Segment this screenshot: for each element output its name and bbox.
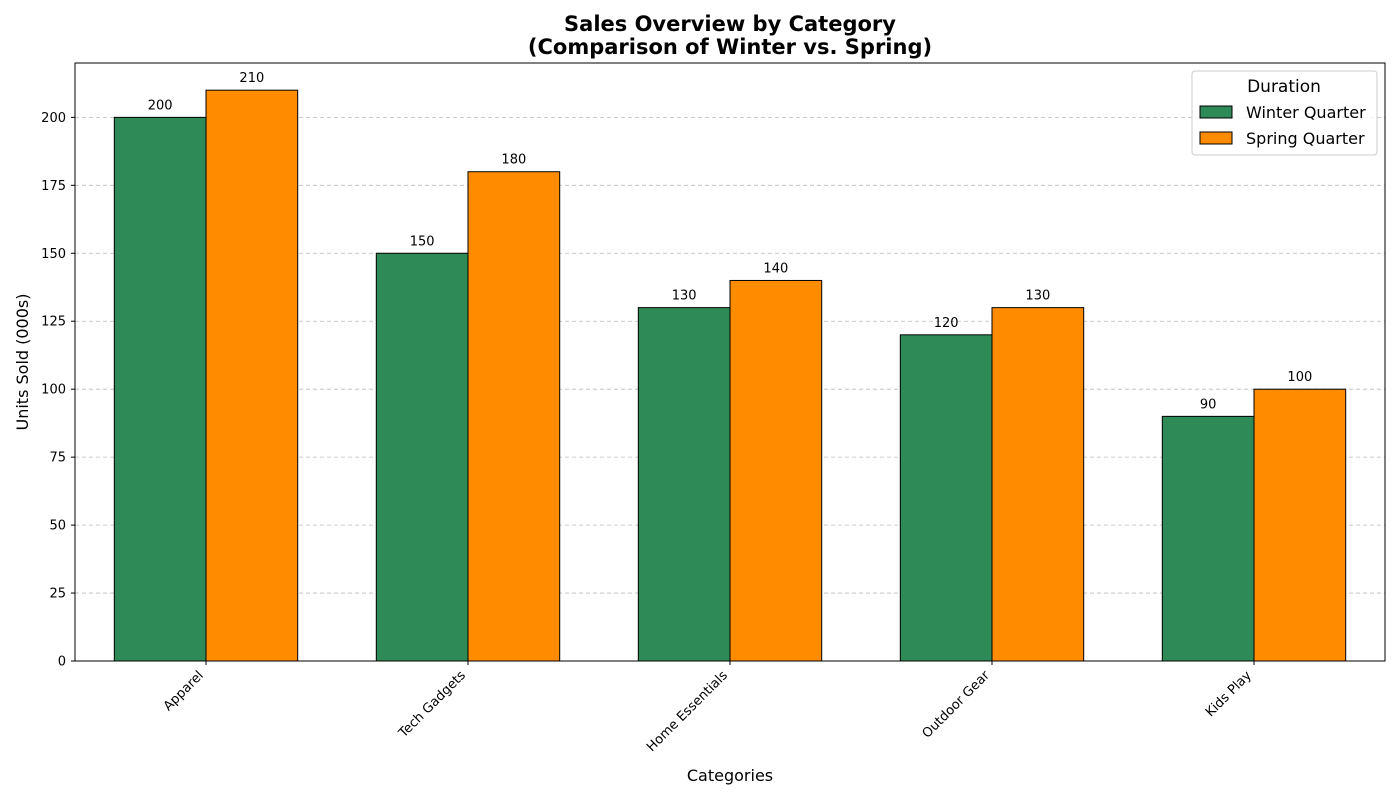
x-axis: Apparel Tech Gadgets Home Essentials Outdoo… xyxy=(161,661,1255,755)
bar-spring-apparel xyxy=(205,89,299,662)
bar-spring-home-essentials xyxy=(729,279,823,662)
x-tick-label: Apparel xyxy=(161,668,207,714)
y-tick-label: 175 xyxy=(41,179,66,194)
legend-swatch-spring xyxy=(1199,131,1233,145)
data-label: 140 xyxy=(763,261,788,276)
y-tick-label: 0 xyxy=(58,655,66,670)
data-labels-layer: 200 210 150 180 130 140 120 130 90 100 xyxy=(148,71,1313,412)
data-label: 200 xyxy=(148,98,173,113)
bar-winter-home-essentials xyxy=(637,307,731,662)
x-tick-label: Outdoor Gear xyxy=(920,668,994,742)
x-tick-label: Kids Play xyxy=(1203,668,1255,720)
x-tick-label: Home Essentials xyxy=(644,668,731,755)
data-label: 100 xyxy=(1287,370,1312,385)
bar-winter-apparel xyxy=(113,116,207,662)
y-axis: 0 25 50 75 100 125 150 175 200 xyxy=(41,111,75,670)
legend-swatch-winter xyxy=(1199,105,1233,119)
bar-spring-tech-gadgets xyxy=(467,171,561,662)
y-tick-label: 150 xyxy=(41,247,66,262)
bar-winter-tech-gadgets xyxy=(375,252,469,662)
y-axis-label: Units Sold (000s) xyxy=(13,294,32,431)
legend-label-spring: Spring Quarter xyxy=(1246,129,1365,148)
data-label: 130 xyxy=(672,289,697,304)
legend-box xyxy=(1191,70,1378,156)
y-tick-label: 50 xyxy=(49,519,66,534)
chart-title: Sales Overview by Category xyxy=(564,12,896,36)
y-tick-label: 200 xyxy=(41,111,66,126)
legend-label-winter: Winter Quarter xyxy=(1246,103,1366,122)
data-label: 90 xyxy=(1200,397,1217,412)
x-tick-label: Tech Gadgets xyxy=(396,668,469,741)
y-tick-label: 100 xyxy=(41,383,66,398)
bar-winter-kids-play xyxy=(1161,415,1255,662)
bar-spring-outdoor-gear xyxy=(991,307,1085,662)
bar-spring-kids-play xyxy=(1253,388,1347,662)
x-axis-label: Categories xyxy=(687,766,773,785)
data-label: 130 xyxy=(1025,289,1050,304)
legend: Duration Winter Quarter Spring Quarter xyxy=(1191,70,1378,156)
y-tick-label: 125 xyxy=(41,315,66,330)
bars-layer xyxy=(113,89,1347,662)
bar-winter-outdoor-gear xyxy=(899,334,993,662)
data-label: 180 xyxy=(501,153,526,168)
data-label: 150 xyxy=(410,234,435,249)
data-label: 210 xyxy=(239,71,264,86)
y-tick-label: 25 xyxy=(49,587,66,602)
chart-subtitle: (Comparison of Winter vs. Spring) xyxy=(528,35,932,59)
y-tick-label: 75 xyxy=(49,451,66,466)
legend-title: Duration xyxy=(1247,77,1321,97)
data-label: 120 xyxy=(934,316,959,331)
